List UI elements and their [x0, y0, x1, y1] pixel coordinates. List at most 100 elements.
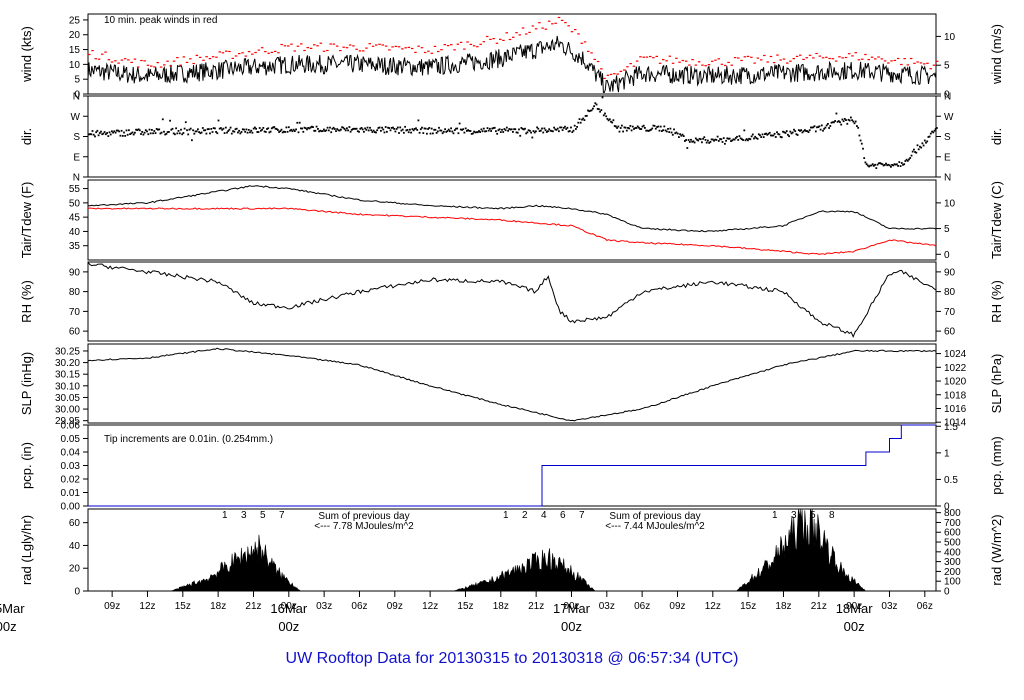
direction-point: [329, 126, 331, 129]
direction-point: [135, 128, 137, 131]
direction-point: [331, 127, 334, 130]
direction-point: [747, 139, 749, 142]
peak-wind-mark: [857, 59, 861, 61]
peak-wind-mark: [795, 55, 799, 57]
direction-point: [227, 130, 230, 132]
direction-point: [891, 164, 893, 166]
peak-wind-mark: [234, 55, 238, 57]
peak-wind-mark: [913, 62, 916, 64]
direction-point: [909, 157, 912, 159]
direction-point: [807, 131, 810, 133]
direction-point: [489, 127, 491, 130]
direction-point: [782, 130, 784, 133]
direction-point: [713, 139, 715, 142]
direction-point: [214, 127, 216, 130]
peak-wind-mark: [733, 57, 737, 59]
direction-point: [286, 130, 289, 133]
direction-point: [194, 130, 197, 133]
direction-point: [701, 141, 703, 144]
right-tick-label-slp: 1022: [944, 363, 967, 374]
direction-point: [445, 131, 448, 133]
direction-point: [88, 133, 90, 136]
left-tick-label-slp: 30.00: [55, 405, 80, 416]
direction-point: [659, 125, 662, 128]
peak-wind-mark: [208, 58, 212, 60]
direction-point: [204, 129, 207, 132]
ylabel-left-temperature: Tair/Tdew (F): [19, 182, 34, 259]
peak-wind-mark: [153, 66, 156, 68]
direction-point: [469, 130, 472, 132]
direction-point: [759, 134, 761, 137]
direction-point: [206, 128, 209, 131]
direction-point: [928, 135, 931, 138]
direction-point: [129, 133, 131, 135]
right-tick-label-rad: 400: [944, 547, 961, 558]
direction-point: [619, 127, 622, 129]
peak-wind-mark: [847, 53, 851, 55]
direction-point: [796, 134, 799, 136]
peak-wind-mark: [642, 56, 645, 58]
direction-point: [923, 139, 926, 142]
x-tick-label: 21z: [811, 601, 827, 612]
direction-point: [709, 141, 712, 143]
direction-point: [389, 129, 392, 132]
peak-wind-mark: [485, 35, 489, 38]
peak-wind-mark: [453, 49, 456, 51]
peak-wind-mark: [779, 59, 782, 61]
direction-point: [392, 126, 394, 129]
direction-point: [902, 163, 904, 166]
left-tick-label-slp: 30.10: [55, 381, 80, 392]
daily-total-value: <--- 7.44 MJoules/m^2: [605, 521, 705, 532]
direction-point: [149, 132, 152, 135]
direction-point: [894, 163, 897, 166]
peak-wind-mark: [577, 33, 580, 35]
direction-point: [594, 102, 597, 105]
direction-point: [721, 141, 724, 143]
direction-point: [936, 127, 938, 129]
direction-point: [251, 131, 254, 134]
peak-wind-mark: [290, 43, 293, 45]
direction-point: [882, 164, 885, 167]
direction-point: [819, 128, 822, 131]
direction-point: [415, 127, 417, 130]
direction-point: [89, 133, 91, 135]
direction-point: [372, 129, 375, 132]
peak-wind-mark: [567, 25, 570, 27]
series-temperature-0: [87, 185, 937, 233]
direction-point: [468, 130, 471, 132]
direction-point: [278, 131, 280, 133]
peak-wind-mark: [476, 46, 479, 48]
direction-point: [98, 132, 101, 134]
direction-point: [818, 125, 821, 128]
direction-point: [347, 129, 349, 132]
series-pcp-0: [88, 424, 936, 507]
direction-point: [754, 135, 757, 138]
direction-point: [457, 132, 460, 135]
peak-wind-mark: [300, 43, 303, 45]
left-tick-label-wind: 5: [74, 75, 80, 86]
direction-point: [364, 127, 366, 130]
direction-point: [101, 133, 104, 136]
direction-point: [330, 131, 333, 134]
direction-point: [932, 131, 935, 134]
direction-point: [830, 121, 833, 124]
ylabel-left-rh: RH (%): [19, 280, 34, 323]
direction-point: [646, 129, 649, 132]
direction-point: [764, 133, 766, 135]
peak-wind-mark: [808, 54, 812, 56]
direction-point: [777, 133, 780, 135]
direction-point: [313, 129, 316, 132]
direction-point: [555, 129, 558, 131]
left-tick-label-slp: 29.95: [55, 416, 80, 427]
direction-point: [518, 128, 520, 131]
direction-point: [350, 128, 353, 131]
direction-point: [381, 126, 383, 129]
left-tick-label-temperature: 50: [69, 198, 81, 209]
direction-point: [691, 140, 694, 143]
peak-wind-mark: [600, 68, 603, 70]
right-tick-label-slp: 1014: [944, 418, 967, 429]
direction-point: [785, 130, 788, 132]
direction-point: [842, 120, 845, 123]
direction-point: [589, 109, 592, 112]
peak-wind-mark: [655, 55, 658, 57]
